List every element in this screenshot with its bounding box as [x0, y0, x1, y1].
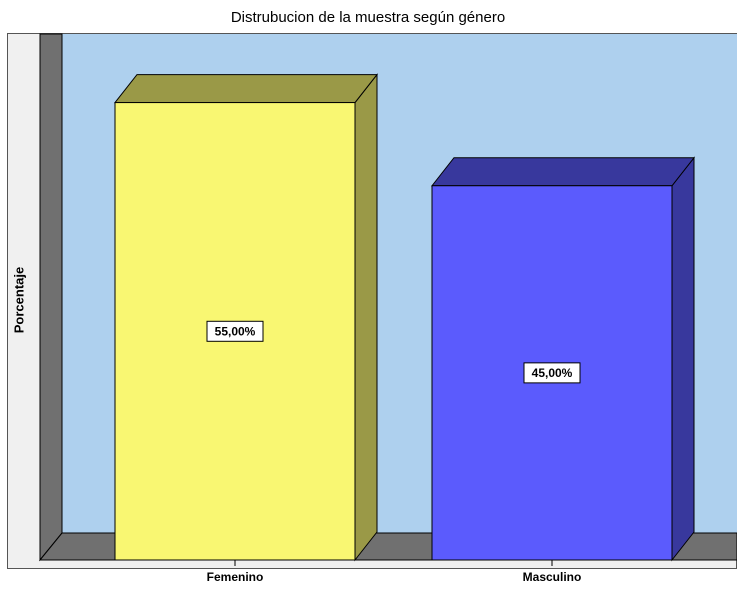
value-label-box — [206, 320, 264, 342]
value-label: 55,00% — [215, 324, 256, 338]
value-label: 45,00% — [532, 366, 573, 380]
bar-side — [354, 73, 378, 562]
x-tick-label: Masculino — [523, 570, 582, 584]
y-axis-label: Porcentaje — [11, 267, 26, 333]
bar-top — [113, 74, 379, 104]
bar-side — [671, 156, 695, 562]
left-wall — [39, 33, 63, 562]
chart-title: Distrubucion de la muestra según género — [231, 9, 505, 26]
value-label-box — [523, 362, 581, 384]
x-tick-label: Femenino — [207, 570, 264, 584]
bar-top — [430, 157, 696, 187]
